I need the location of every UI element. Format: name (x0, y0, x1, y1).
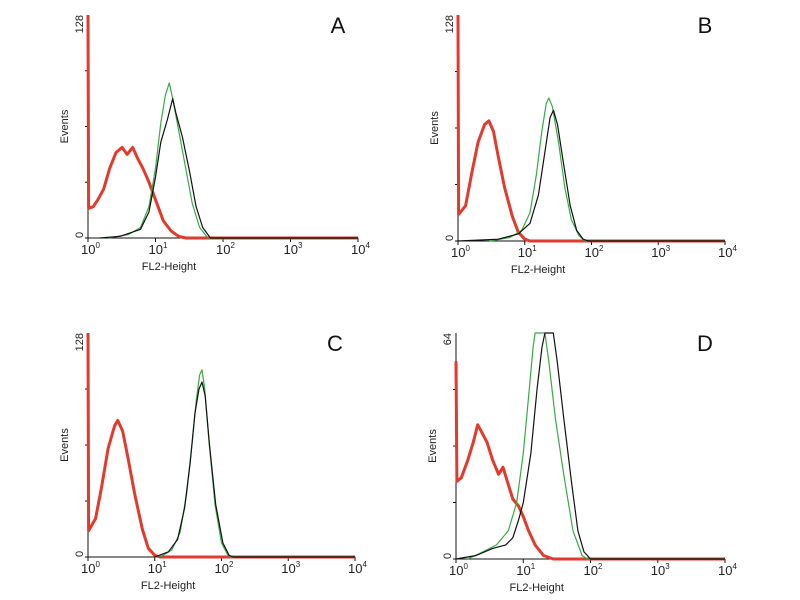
panel-letter: A (331, 13, 346, 38)
histogram-series-1 (108, 82, 358, 239)
x-tick-label: 101 (148, 560, 167, 576)
histogram-series-2 (457, 109, 725, 242)
panel-b: 100 101 102 103 104 0 128 Events FL2-Height B (429, 13, 737, 276)
y-tick-label-max: 128 (74, 15, 86, 33)
histogram-series-0 (454, 361, 725, 561)
x-axis-label: FL2-Height (142, 261, 196, 273)
histogram-series-0 (86, 332, 355, 559)
y-tick-label-min: 0 (74, 551, 86, 557)
x-tick-label: 100 (451, 244, 470, 260)
histogram-series-2 (99, 98, 358, 239)
x-tick-label: 102 (215, 560, 234, 576)
y-tick-label-max: 128 (444, 15, 456, 33)
histogram-series-1 (159, 369, 355, 558)
x-tick-label: 101 (518, 244, 537, 260)
y-axis-label: Events (429, 111, 441, 145)
x-tick-label: 104 (351, 241, 370, 257)
histogram-series-1 (489, 97, 725, 242)
histogram-series-1 (467, 332, 725, 560)
y-axis-label: Events (59, 428, 71, 462)
panel-letter: C (327, 331, 343, 356)
histogram-series-0 (86, 14, 358, 240)
panel-letter: D (697, 331, 713, 356)
x-axis-label: FL2-Height (509, 582, 563, 594)
x-tick-label: 103 (284, 241, 303, 257)
panel-a: 100 101 102 103 104 0 128 Events FL2-Height A (59, 13, 370, 273)
y-tick-label-min: 0 (444, 235, 456, 241)
x-tick-label: 100 (81, 241, 100, 257)
y-tick-label-min: 0 (442, 553, 454, 559)
x-tick-label: 102 (585, 244, 604, 260)
x-tick-label: 100 (81, 560, 100, 576)
x-tick-label: 104 (718, 562, 737, 578)
y-tick-label-min: 0 (74, 232, 86, 238)
panel-letter: B (698, 13, 713, 38)
x-tick-label: 102 (216, 241, 235, 257)
x-axis-label: FL2-Height (141, 580, 195, 592)
histogram-series-2 (455, 332, 725, 560)
panel-d: 100 101 102 103 104 0 64 Events FL2-Height D (427, 331, 737, 594)
x-tick-label: 103 (651, 244, 670, 260)
histogram-series-2 (154, 381, 355, 558)
y-axis-label: Events (427, 429, 439, 463)
y-tick-label-max: 128 (74, 333, 86, 351)
y-tick-label-max: 64 (442, 333, 454, 345)
y-axis-label: Events (59, 109, 71, 143)
x-tick-label: 103 (281, 560, 300, 576)
histogram-series-0 (456, 14, 725, 243)
x-tick-label: 104 (348, 560, 367, 576)
x-tick-label: 101 (149, 241, 168, 257)
x-axis-label: FL2-Height (511, 264, 565, 276)
x-tick-label: 104 (718, 244, 737, 260)
x-tick-label: 102 (584, 562, 603, 578)
x-tick-label: 103 (651, 562, 670, 578)
x-tick-label: 101 (516, 562, 535, 578)
x-tick-label: 100 (449, 562, 468, 578)
panel-c: 100 101 102 103 104 0 128 Events FL2-Height C (59, 331, 367, 592)
